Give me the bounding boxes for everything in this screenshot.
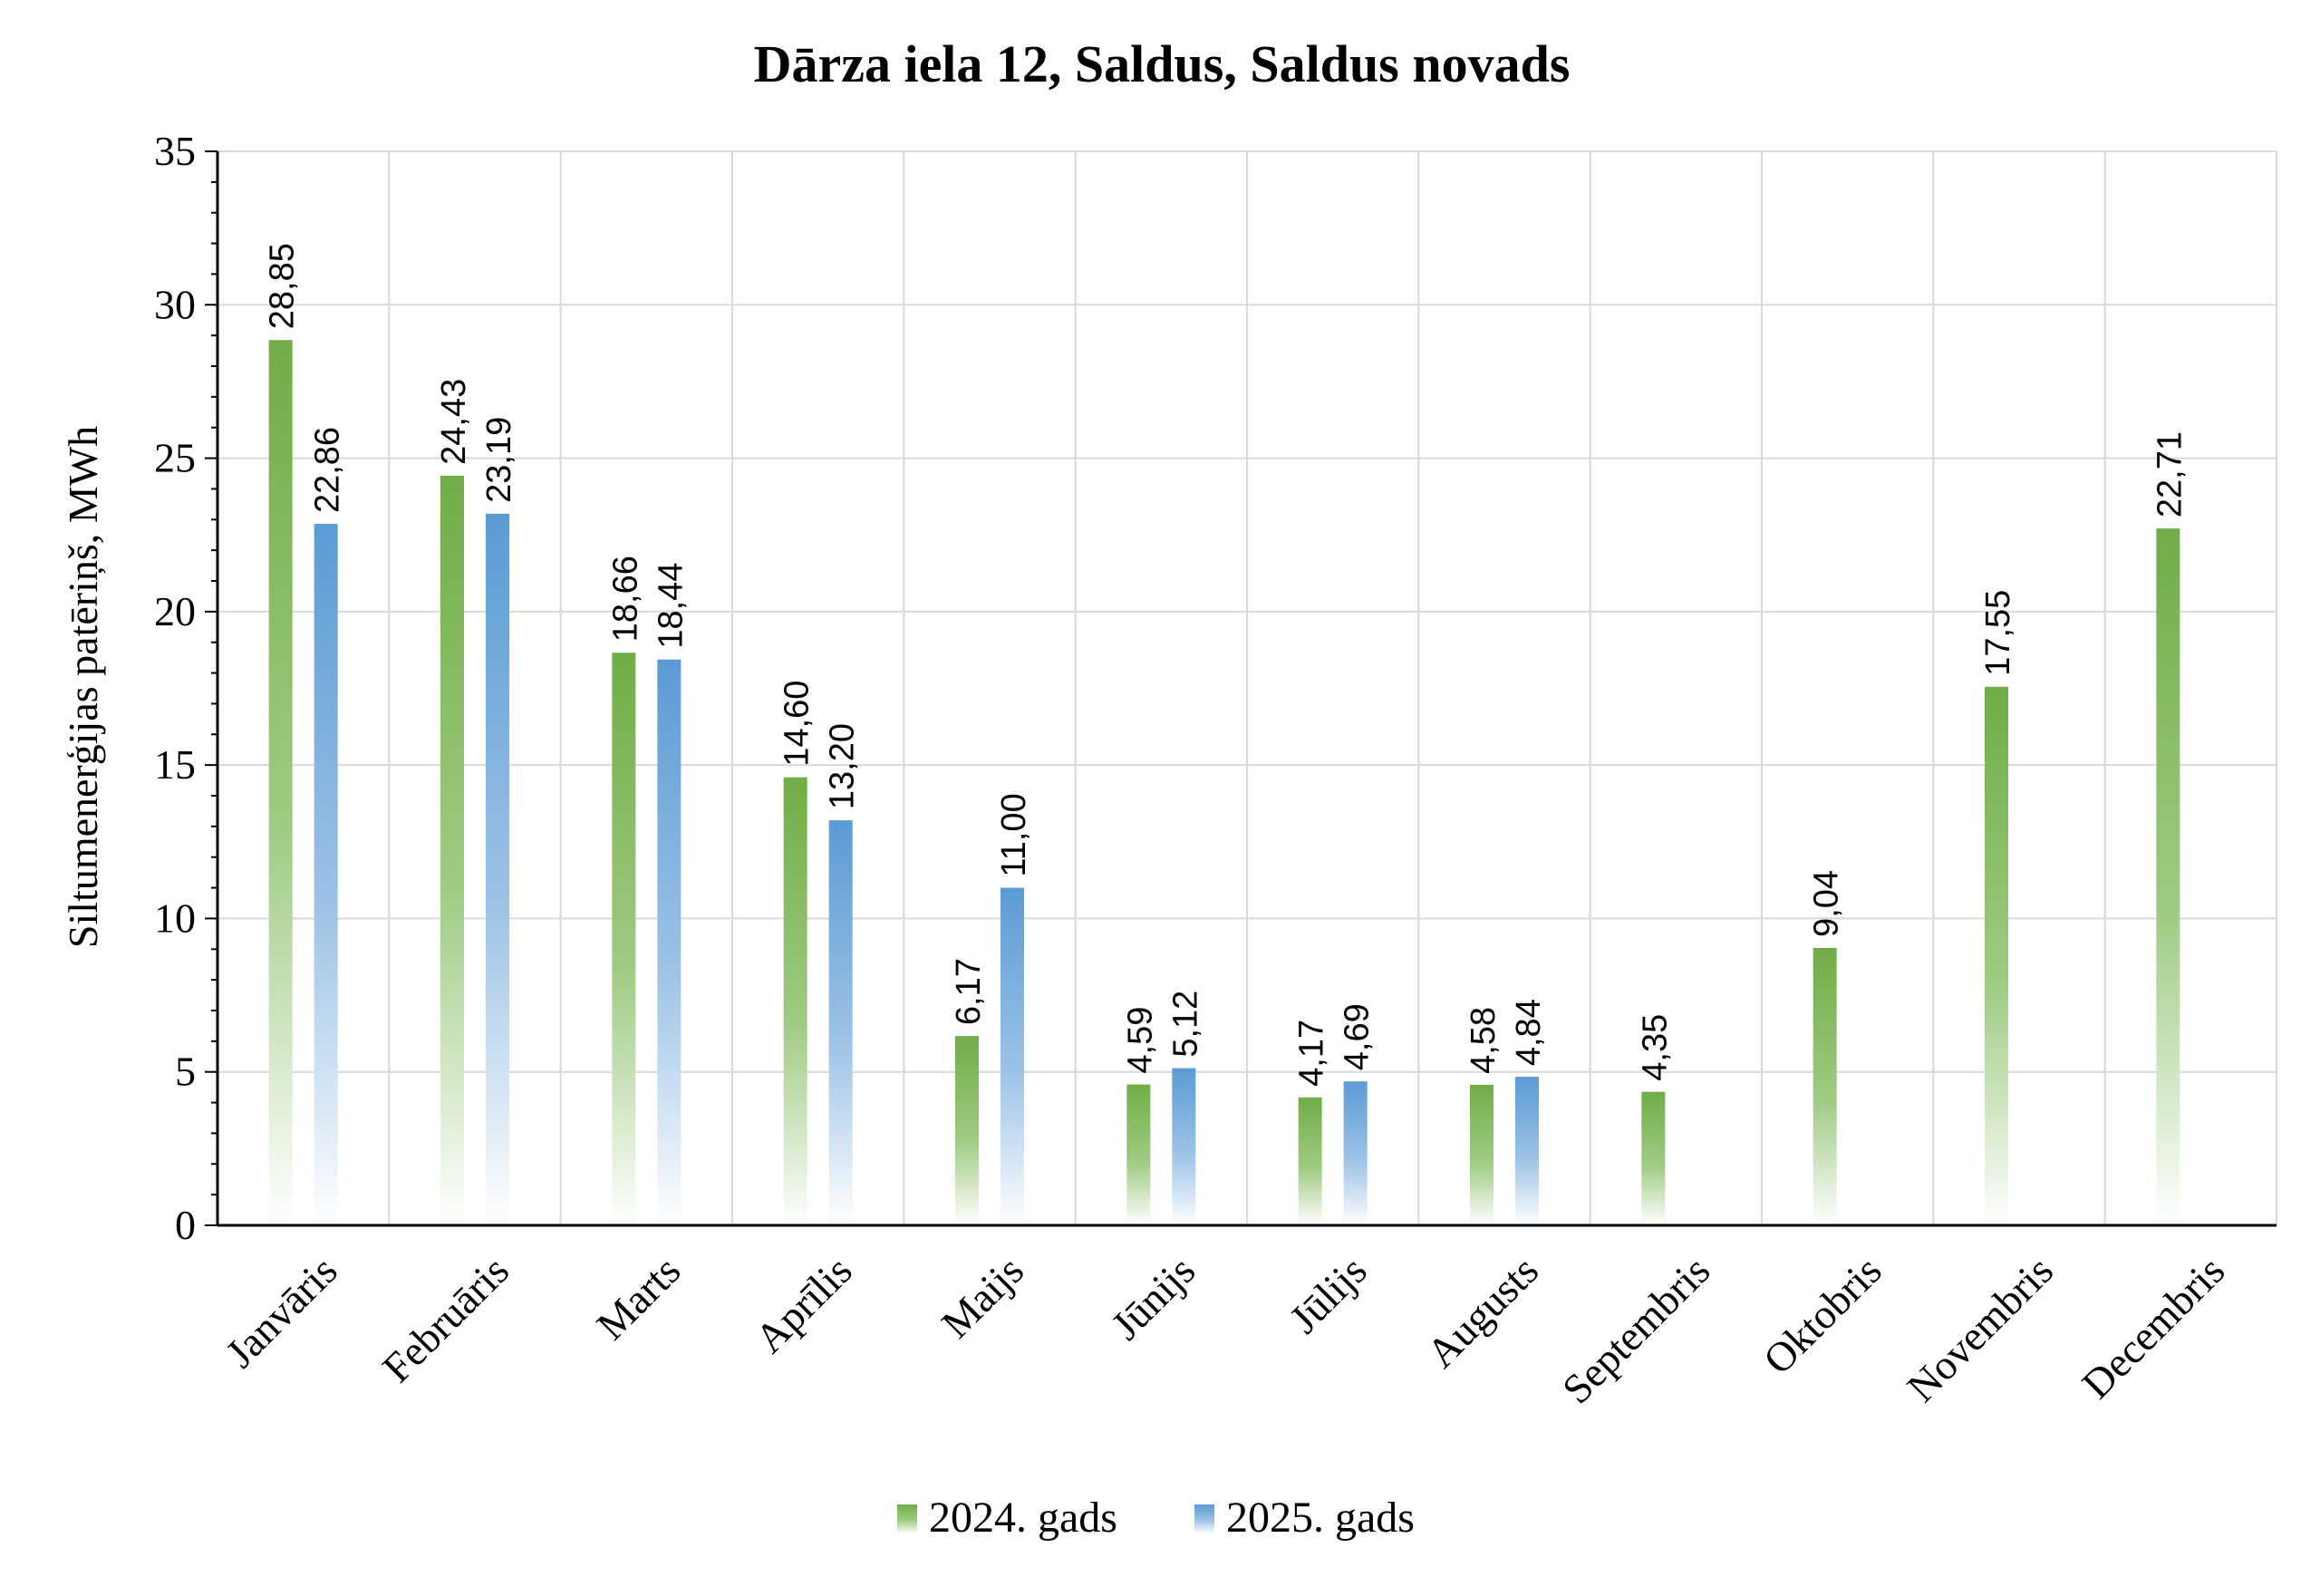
bar-2024 [440, 475, 464, 1225]
bar-2025 [1172, 1068, 1196, 1225]
x-tick-label: Aprīlis [746, 1247, 860, 1361]
data-label: 4,69 [1339, 1003, 1377, 1070]
x-tick-label: Jūnijs [1102, 1247, 1204, 1349]
data-label: 18,44 [652, 563, 690, 649]
data-label: 9,04 [1808, 870, 1846, 937]
bar-2024 [612, 653, 636, 1225]
x-tick-label: Decembris [2073, 1247, 2233, 1407]
bar-2024 [2156, 528, 2180, 1225]
bar-2025 [486, 513, 509, 1225]
bar-2025 [828, 820, 853, 1225]
x-tick-label: Oktobris [1754, 1247, 1890, 1383]
x-tick-label: Janvāris [217, 1247, 346, 1377]
x-tick-label: Marts [587, 1247, 689, 1349]
data-label: 4,35 [1636, 1014, 1674, 1081]
data-label: 22,71 [2151, 431, 2189, 517]
y-tick-label: 10 [154, 895, 196, 941]
legend-label: 2025. gads [1226, 1494, 1415, 1542]
data-label: 4,17 [1293, 1020, 1331, 1087]
bar-2024 [268, 340, 293, 1225]
legend: 2024. gads 2025. gads [897, 1494, 1415, 1542]
bars: 28,85 24,43 18,66 14,60 6,17 4,59 4,17 4,58 4,35… [264, 243, 2189, 1225]
y-tick-label: 5 [175, 1049, 196, 1095]
y-tick-label: 35 [154, 128, 196, 174]
x-tick-label: Maijs [933, 1247, 1032, 1347]
data-label: 28,85 [264, 243, 302, 329]
y-tick-label: 15 [154, 741, 196, 788]
bar-2025 [657, 659, 682, 1225]
bar-2025 [1343, 1081, 1368, 1225]
bar-2025 [314, 524, 338, 1225]
bar-2024 [955, 1036, 979, 1225]
bar-2024 [1126, 1084, 1151, 1225]
bar-2024 [783, 777, 807, 1225]
chart-title: Dārza iela 12, Saldus, Saldus novads [754, 34, 1571, 93]
data-label: 13,20 [824, 723, 862, 809]
data-label: 24,43 [435, 379, 473, 465]
data-label: 11,00 [995, 793, 1033, 876]
x-tick-label: Septembris [1553, 1247, 1718, 1412]
data-label: 17,55 [1979, 590, 2017, 676]
bar-2024 [1298, 1097, 1322, 1225]
y-tick-label: 20 [154, 588, 196, 634]
axes: 0 5 10 15 20 25 30 35 Janvāris Februāris Marts Aprī… [154, 128, 2276, 1412]
x-tick-label: Februāris [373, 1247, 517, 1391]
legend-label: 2024. gads [929, 1494, 1117, 1542]
legend-swatch-2024 [897, 1504, 917, 1533]
y-tick-label: 0 [175, 1202, 196, 1248]
gridlines [218, 150, 2277, 1225]
legend-swatch-2025 [1194, 1504, 1214, 1533]
y-tick-label: 25 [154, 435, 196, 481]
bar-2024 [1641, 1091, 1666, 1225]
data-label: 4,84 [1510, 999, 1548, 1066]
bar-2025 [1000, 887, 1024, 1225]
y-tick-label: 30 [154, 281, 196, 327]
bar-2024 [1470, 1084, 1494, 1225]
data-label: 22,86 [309, 427, 347, 513]
y-axis-label: Siltumenerģijas patēriņš, MWh [60, 426, 106, 948]
bar-2024 [1812, 947, 1837, 1225]
bar-2025 [1515, 1077, 1539, 1225]
data-label: 4,59 [1121, 1007, 1159, 1074]
x-tick-label: Novembris [1898, 1247, 2062, 1411]
data-label: 5,12 [1166, 991, 1204, 1058]
data-label: 18,66 [606, 556, 644, 642]
data-label: 14,60 [778, 681, 817, 767]
bar-2024 [1985, 686, 2008, 1225]
x-tick-label: Jūlijs [1281, 1247, 1376, 1342]
x-tick-label: Augusts [1417, 1247, 1547, 1377]
data-label: 6,17 [950, 958, 988, 1025]
data-label: 23,19 [480, 417, 518, 503]
data-label: 4,58 [1464, 1007, 1503, 1074]
